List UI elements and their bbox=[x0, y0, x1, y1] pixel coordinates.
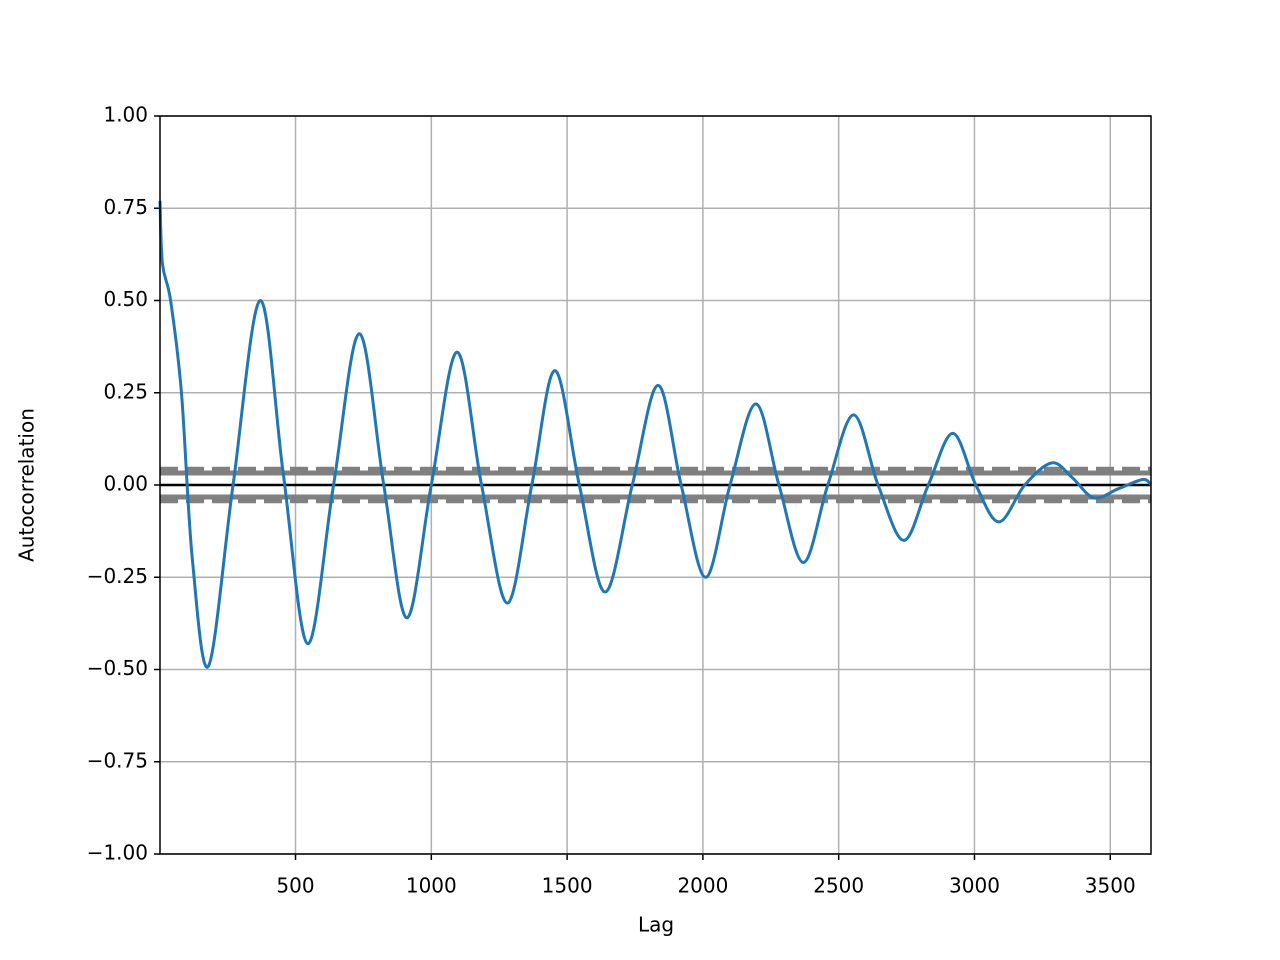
y-tick-label: −0.25 bbox=[87, 564, 148, 588]
y-axis-label: Autocorrelation bbox=[15, 408, 39, 562]
y-tick-label: 1.00 bbox=[103, 103, 148, 127]
y-tick-label: −0.50 bbox=[87, 656, 148, 680]
x-tick-label: 1500 bbox=[542, 874, 593, 898]
y-tick-label: −0.75 bbox=[87, 748, 148, 772]
y-tick-label: 0.50 bbox=[103, 287, 148, 311]
y-tick-label: 0.75 bbox=[103, 195, 148, 219]
x-tick-label: 2000 bbox=[677, 874, 728, 898]
data-line bbox=[158, 200, 1153, 669]
y-tick-label: 0.25 bbox=[103, 379, 148, 403]
x-tick-label: 3000 bbox=[949, 874, 1000, 898]
x-tick-label: 2500 bbox=[813, 874, 864, 898]
x-axis-label: Lag bbox=[638, 913, 674, 937]
x-tick-label: 3500 bbox=[1085, 874, 1136, 898]
x-tick-label: 1000 bbox=[406, 874, 457, 898]
x-tick-label: 500 bbox=[276, 874, 314, 898]
plot-frame bbox=[159, 115, 1152, 855]
y-tick-label: −1.00 bbox=[87, 841, 148, 865]
y-tick-label: 0.00 bbox=[103, 472, 148, 496]
